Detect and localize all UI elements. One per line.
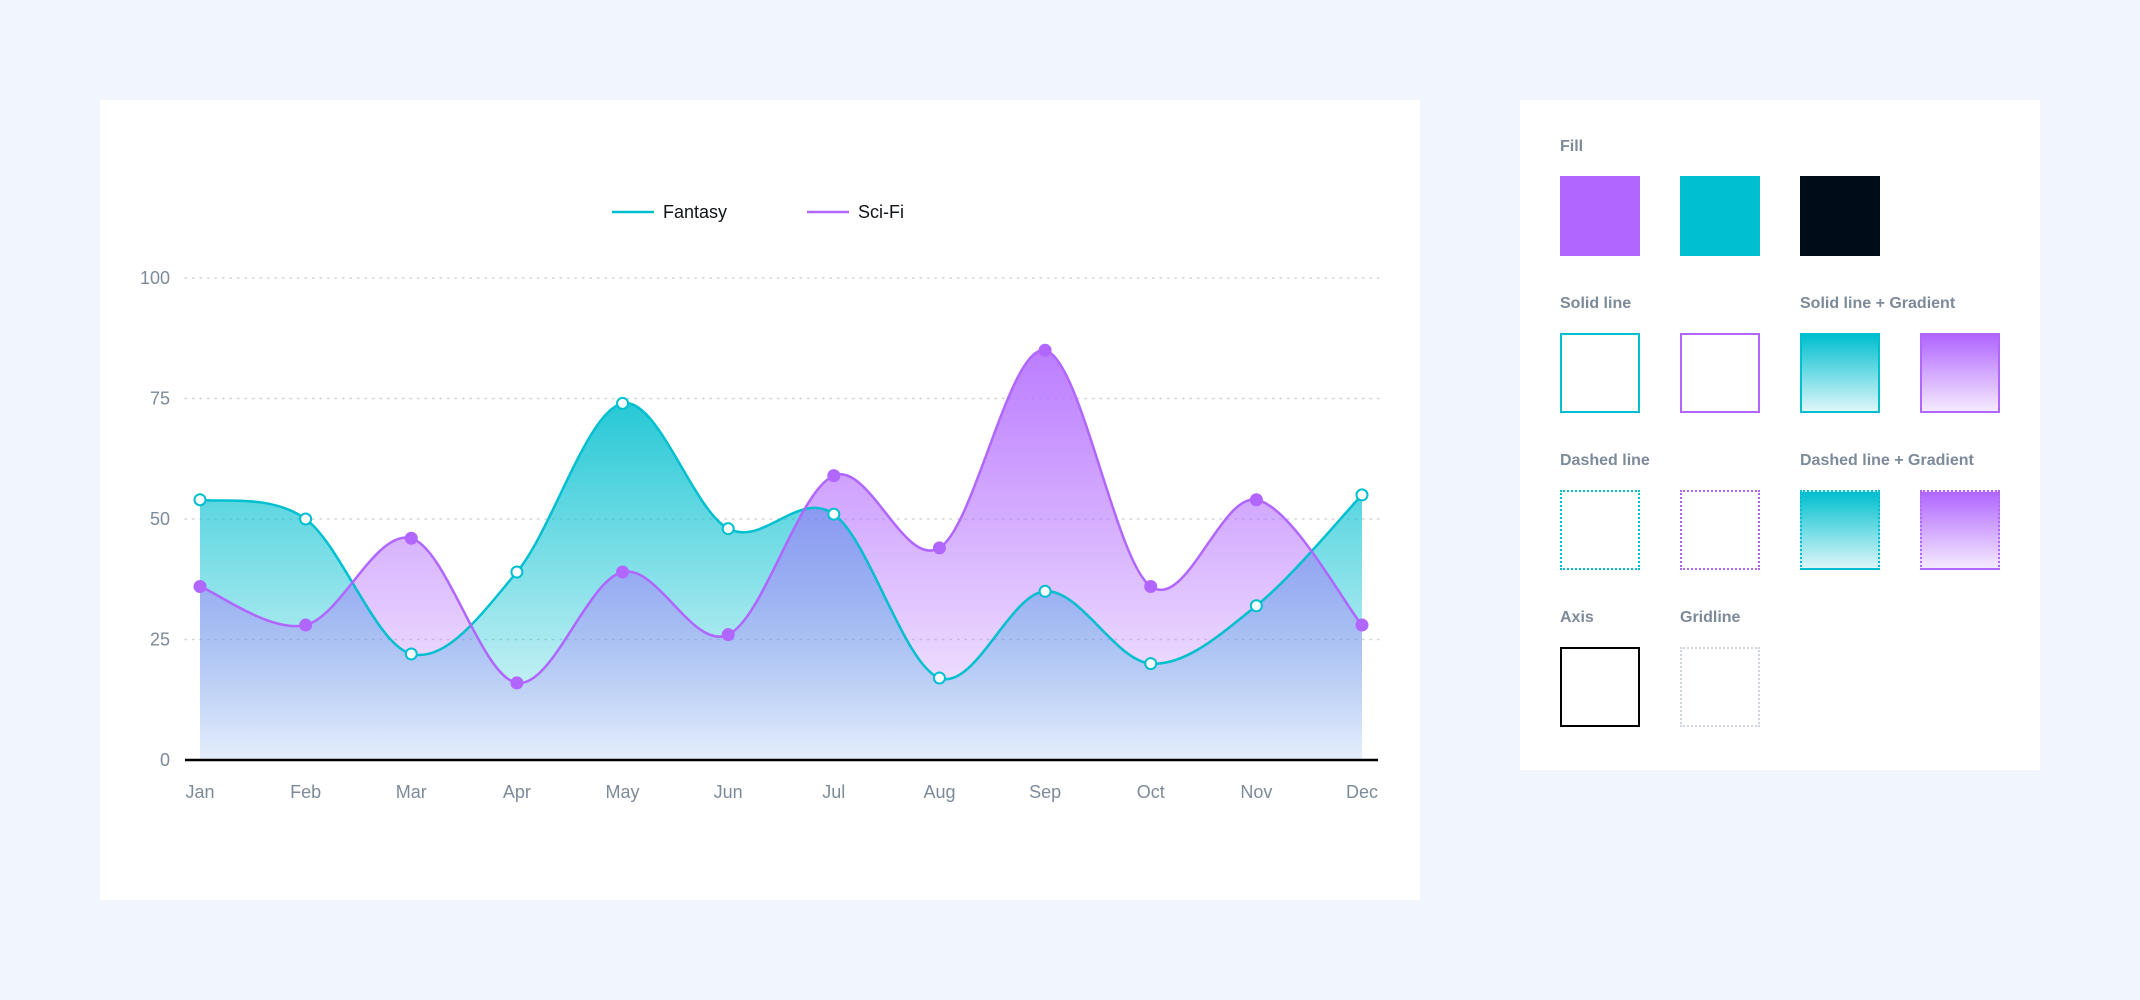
point-scifi-feb[interactable]: [299, 618, 313, 632]
point-scifi-mar[interactable]: [404, 531, 418, 545]
axis-swatch: [1560, 647, 1640, 727]
solid-gradient-swatch-purple: [1920, 333, 2000, 413]
solid-gradient-label: Solid line + Gradient: [1800, 295, 1956, 312]
point-scifi-may[interactable]: [616, 565, 630, 579]
x-tick-label: Dec: [1346, 782, 1378, 802]
legend-label-sci-fi[interactable]: Sci-Fi: [858, 202, 904, 222]
point-scifi-aug[interactable]: [932, 541, 946, 555]
fill-swatch-dark: [1800, 176, 1880, 256]
point-fantasy-jun[interactable]: [721, 522, 735, 536]
fill-label: Fill: [1560, 138, 1584, 155]
x-tick-label: Jun: [714, 782, 743, 802]
point-fantasy-feb[interactable]: [299, 512, 313, 526]
dashed-gradient-swatch-purple: [1920, 490, 2000, 570]
dashed-gradient-label: Dashed line + Gradient: [1800, 452, 1974, 469]
y-tick-label: 100: [140, 268, 170, 288]
x-tick-label: Oct: [1137, 782, 1165, 802]
point-scifi-dec[interactable]: [1355, 618, 1369, 632]
point-scifi-sep[interactable]: [1038, 343, 1052, 357]
dashed-line-swatch-purple: [1680, 490, 1760, 570]
point-fantasy-jul[interactable]: [827, 507, 841, 521]
point-fantasy-sep[interactable]: [1038, 584, 1052, 598]
x-tick-label: Mar: [396, 782, 427, 802]
x-tick-label: Feb: [290, 782, 321, 802]
solid-line-swatch-teal: [1560, 333, 1640, 413]
fill-swatch-purple: [1560, 176, 1640, 256]
axis-label: Axis: [1560, 609, 1594, 626]
point-fantasy-may[interactable]: [616, 396, 630, 410]
point-scifi-jun[interactable]: [721, 628, 735, 642]
gridline-swatch: [1680, 647, 1760, 727]
x-tick-label: Apr: [503, 782, 531, 802]
x-tick-label: Nov: [1240, 782, 1272, 802]
x-tick-label: Jan: [185, 782, 214, 802]
point-fantasy-apr[interactable]: [510, 565, 524, 579]
point-fantasy-jan[interactable]: [193, 493, 207, 507]
y-tick-label: 0: [160, 750, 170, 770]
dashed-gradient-swatch-teal: [1800, 490, 1880, 570]
dashed-line-swatch-teal: [1560, 490, 1640, 570]
point-fantasy-aug[interactable]: [932, 671, 946, 685]
point-scifi-jan[interactable]: [193, 579, 207, 593]
x-tick-label: Jul: [822, 782, 845, 802]
y-tick-label: 25: [150, 630, 170, 650]
area-chart: Fantasy Sci-Fi 0 25 50 75 100 Jan Feb Mar Apr May Ju…: [140, 202, 1381, 802]
point-fantasy-oct[interactable]: [1144, 657, 1158, 671]
point-scifi-jul[interactable]: [827, 469, 841, 483]
solid-gradient-swatch-teal: [1800, 333, 1880, 413]
point-scifi-nov[interactable]: [1249, 493, 1263, 507]
point-fantasy-nov[interactable]: [1249, 599, 1263, 613]
x-tick-label: Sep: [1029, 782, 1061, 802]
point-fantasy-mar[interactable]: [404, 647, 418, 661]
y-tick-label: 50: [150, 509, 170, 529]
x-tick-label: Aug: [923, 782, 955, 802]
fill-swatch-teal: [1680, 176, 1760, 256]
style-swatch-panel: Fill Solid line Solid line + Gradient Da…: [1520, 100, 2040, 770]
solid-line-label: Solid line: [1560, 295, 1632, 312]
point-scifi-apr[interactable]: [510, 676, 524, 690]
solid-line-swatch-purple: [1680, 333, 1760, 413]
point-scifi-oct[interactable]: [1144, 579, 1158, 593]
chart-card: Fantasy Sci-Fi 0 25 50 75 100 Jan Feb Mar Apr May Ju…: [100, 100, 1420, 900]
x-tick-label: May: [606, 782, 640, 802]
legend-label-fantasy[interactable]: Fantasy: [663, 202, 727, 222]
y-tick-label: 75: [150, 389, 170, 409]
point-fantasy-dec[interactable]: [1355, 488, 1369, 502]
gridline-label: Gridline: [1680, 609, 1741, 626]
dashed-line-label: Dashed line: [1560, 452, 1650, 469]
